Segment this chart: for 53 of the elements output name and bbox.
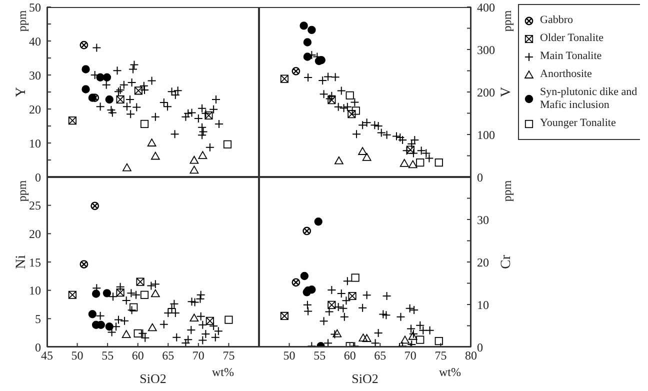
text: ppm: [14, 9, 30, 34]
x-tick-label: 45: [41, 348, 53, 363]
y-tick-label: 30: [29, 68, 41, 82]
y-tick-label: 40: [29, 34, 41, 48]
text: wt%: [439, 365, 461, 380]
y2-tick-label: 30: [477, 212, 489, 227]
text: ppm: [499, 179, 515, 204]
legend-label: Main Tonalite: [540, 50, 603, 63]
y2-axis-title: Cr: [498, 254, 515, 271]
y-tick-label: 25: [29, 198, 41, 213]
legend-label: Older Tonalite: [540, 32, 604, 45]
y-tick-label: 0: [35, 170, 41, 184]
x-tick-label: 65: [374, 348, 386, 363]
text: wt%: [212, 365, 234, 380]
y2-tick-label: 400: [477, 0, 495, 14]
y-tick-label: 5: [35, 312, 41, 326]
y-tick-label: 50: [29, 0, 41, 14]
y2-tick-label: 100: [477, 128, 495, 142]
x-tick-label: 55: [314, 348, 326, 363]
x-tick-label: 70: [404, 348, 416, 363]
text: ppm: [14, 179, 30, 204]
x-tick-label: 50: [71, 348, 84, 363]
x-tick-label: 70: [192, 348, 204, 363]
x-tick-label: 60: [344, 348, 356, 363]
x-tick-label: 50: [283, 348, 296, 363]
text: ppm: [499, 9, 515, 34]
x-tick-label: 75: [222, 348, 235, 363]
y2-tick-label: 0: [477, 340, 483, 354]
y-tick-label: 15: [29, 255, 41, 270]
y-tick-label: 10: [29, 284, 41, 298]
x-tick-label: 80: [465, 348, 477, 363]
x-tick-label: 65: [162, 348, 174, 363]
legend-label: Anorthosite: [540, 68, 593, 81]
x-tick-label: 60: [132, 348, 144, 363]
y-tick-label: 20: [29, 226, 41, 241]
y-axis-title: Ni: [13, 254, 30, 271]
y2-tick-label: 0: [477, 170, 483, 184]
x-tick-label: 55: [102, 348, 114, 363]
y2-tick-label: 200: [477, 85, 495, 100]
y2-tick-label: 300: [477, 42, 495, 57]
y2-tick-label: 20: [477, 255, 489, 270]
y-axis-title: Y: [14, 86, 29, 98]
x-axis-title: SiO2: [352, 371, 378, 386]
y-tick-label: 0: [35, 340, 41, 354]
y-tick-label: 10: [29, 136, 41, 150]
y2-axis-title: V: [498, 86, 515, 100]
x-axis-title: SiO2: [140, 371, 166, 386]
legend-label: Syn-plutonic dike and Mafic inclusion: [540, 86, 638, 112]
legend-label: Gabbro: [540, 14, 574, 27]
y-tick-label: 20: [29, 102, 41, 116]
legend-label: Younger Tonalite: [540, 117, 617, 130]
x-tick-label: 75: [434, 348, 447, 363]
y2-tick-label: 10: [477, 298, 489, 312]
